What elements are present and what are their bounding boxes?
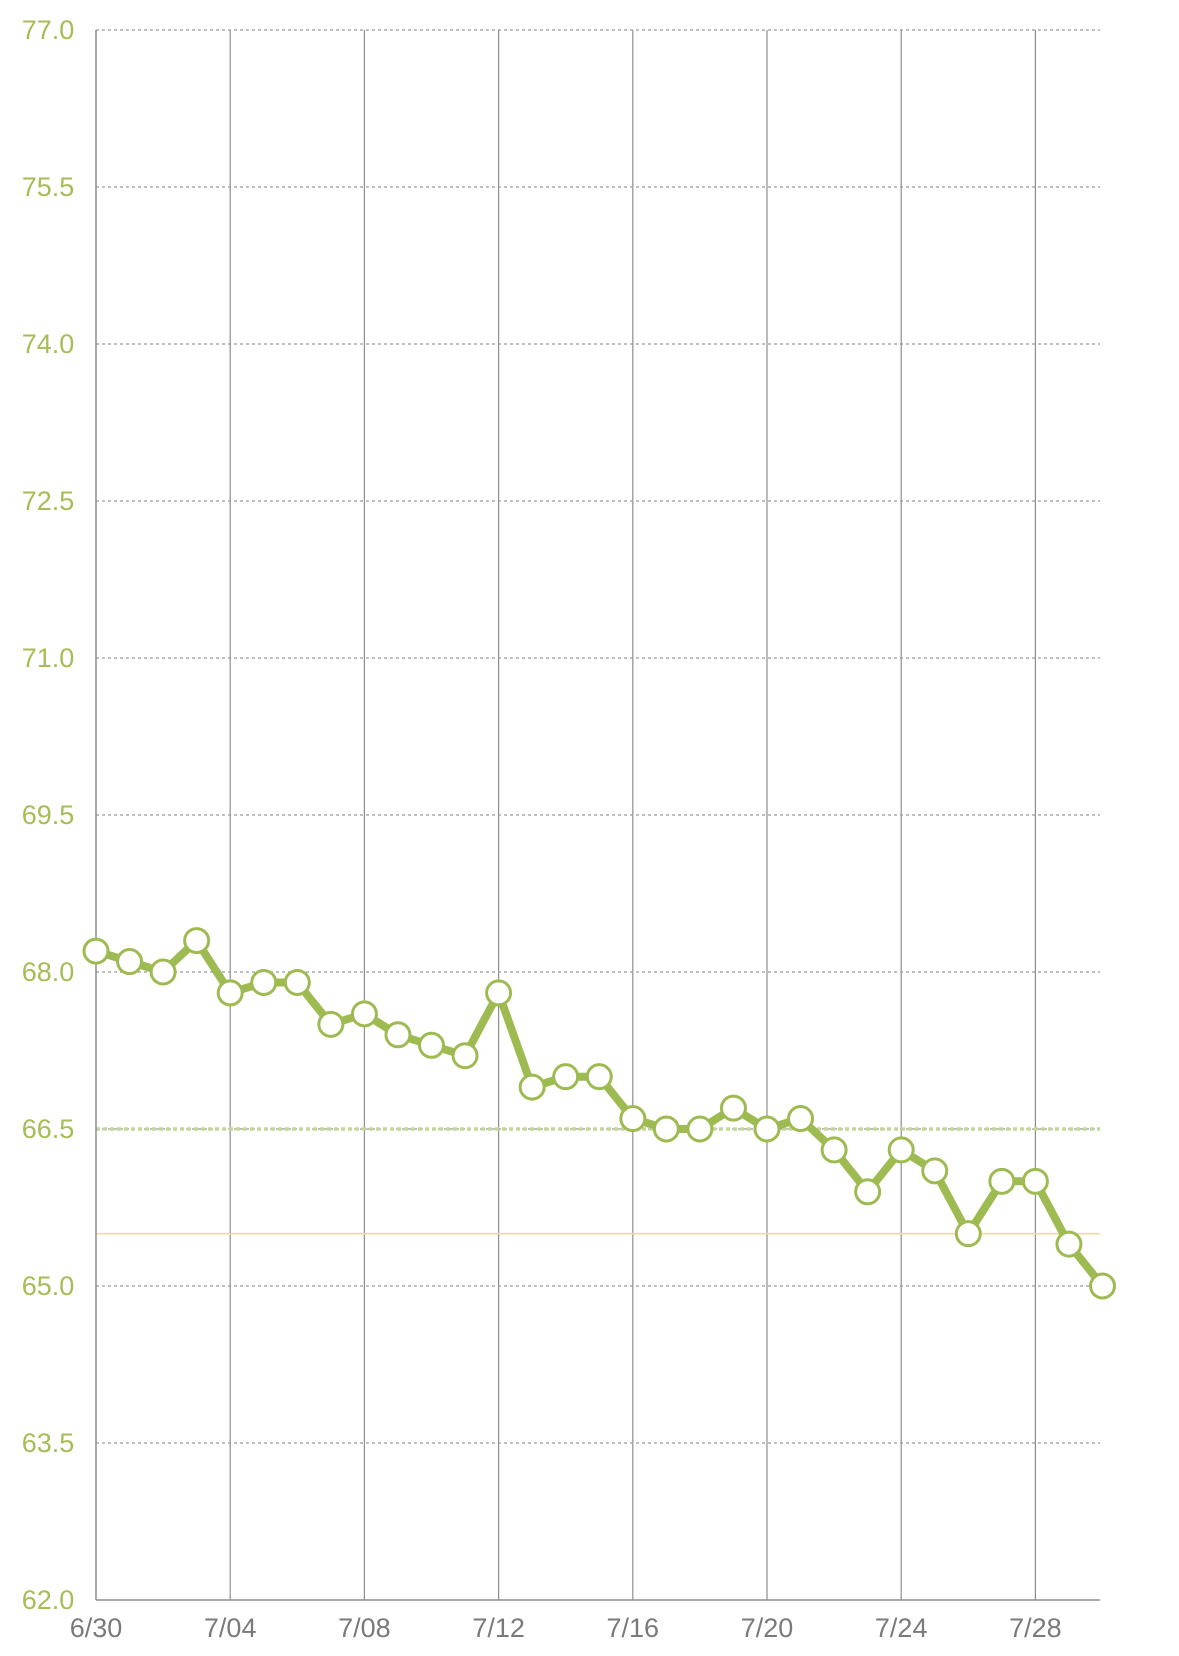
reference-lines xyxy=(96,1127,1100,1235)
data-point xyxy=(451,1042,479,1070)
y-tick-label: 69.5 xyxy=(22,800,75,830)
data-point xyxy=(652,1115,680,1143)
data-point xyxy=(1089,1272,1116,1300)
x-axis-tick-labels: 6/30 7/04 7/08 7/12 7/16 7/20 7/24 7/28 xyxy=(70,1613,1062,1643)
x-tick-label: 7/20 xyxy=(741,1613,794,1643)
x-tick-label: 7/28 xyxy=(1009,1613,1062,1643)
x-tick-label: 7/08 xyxy=(338,1613,391,1643)
x-tick-label: 7/24 xyxy=(875,1613,928,1643)
data-point xyxy=(753,1115,781,1143)
data-point xyxy=(283,968,311,996)
y-tick-label: 74.0 xyxy=(22,329,75,359)
data-point xyxy=(954,1220,982,1248)
data-point xyxy=(116,948,144,976)
y-tick-label: 72.5 xyxy=(22,486,75,516)
y-axis-tick-labels: 77.0 75.5 74.0 72.5 71.0 69.5 68.0 66.5 65.0 63.5… xyxy=(22,15,75,1615)
data-point xyxy=(820,1136,848,1164)
data-point xyxy=(552,1063,580,1091)
data-point xyxy=(887,1136,915,1164)
data-point xyxy=(418,1031,445,1059)
data-point xyxy=(183,927,211,955)
data-point xyxy=(149,958,177,986)
data-point xyxy=(216,979,244,1007)
data-point xyxy=(350,1000,378,1028)
data-point xyxy=(317,1010,345,1038)
data-point xyxy=(787,1105,815,1133)
y-tick-label: 77.0 xyxy=(22,15,75,45)
data-point xyxy=(854,1178,882,1206)
data-point xyxy=(988,1167,1016,1195)
data-point xyxy=(384,1021,412,1049)
data-point xyxy=(82,937,110,965)
data-point xyxy=(518,1073,546,1101)
data-point xyxy=(485,979,513,1007)
horizontal-grid-lines xyxy=(96,29,1100,1444)
x-tick-label: 7/12 xyxy=(472,1613,525,1643)
data-point xyxy=(250,968,278,996)
y-tick-label: 66.5 xyxy=(22,1114,75,1144)
data-point xyxy=(585,1063,613,1091)
data-point xyxy=(1055,1230,1083,1258)
data-point xyxy=(1021,1167,1049,1195)
x-tick-label: 7/16 xyxy=(607,1613,660,1643)
y-tick-label: 68.0 xyxy=(22,957,75,987)
y-tick-label: 62.0 xyxy=(22,1585,75,1615)
chart-axes xyxy=(95,30,1100,1601)
data-point xyxy=(921,1157,949,1185)
y-tick-label: 63.5 xyxy=(22,1428,75,1458)
data-point xyxy=(719,1094,747,1122)
x-tick-label: 7/04 xyxy=(204,1613,257,1643)
data-point xyxy=(686,1115,714,1143)
y-tick-label: 65.0 xyxy=(22,1271,75,1301)
x-tick-label: 6/30 xyxy=(70,1613,123,1643)
y-tick-label: 71.0 xyxy=(22,643,75,673)
y-tick-label: 75.5 xyxy=(22,172,75,202)
data-point-markers xyxy=(82,927,1116,1300)
data-point xyxy=(619,1105,647,1133)
